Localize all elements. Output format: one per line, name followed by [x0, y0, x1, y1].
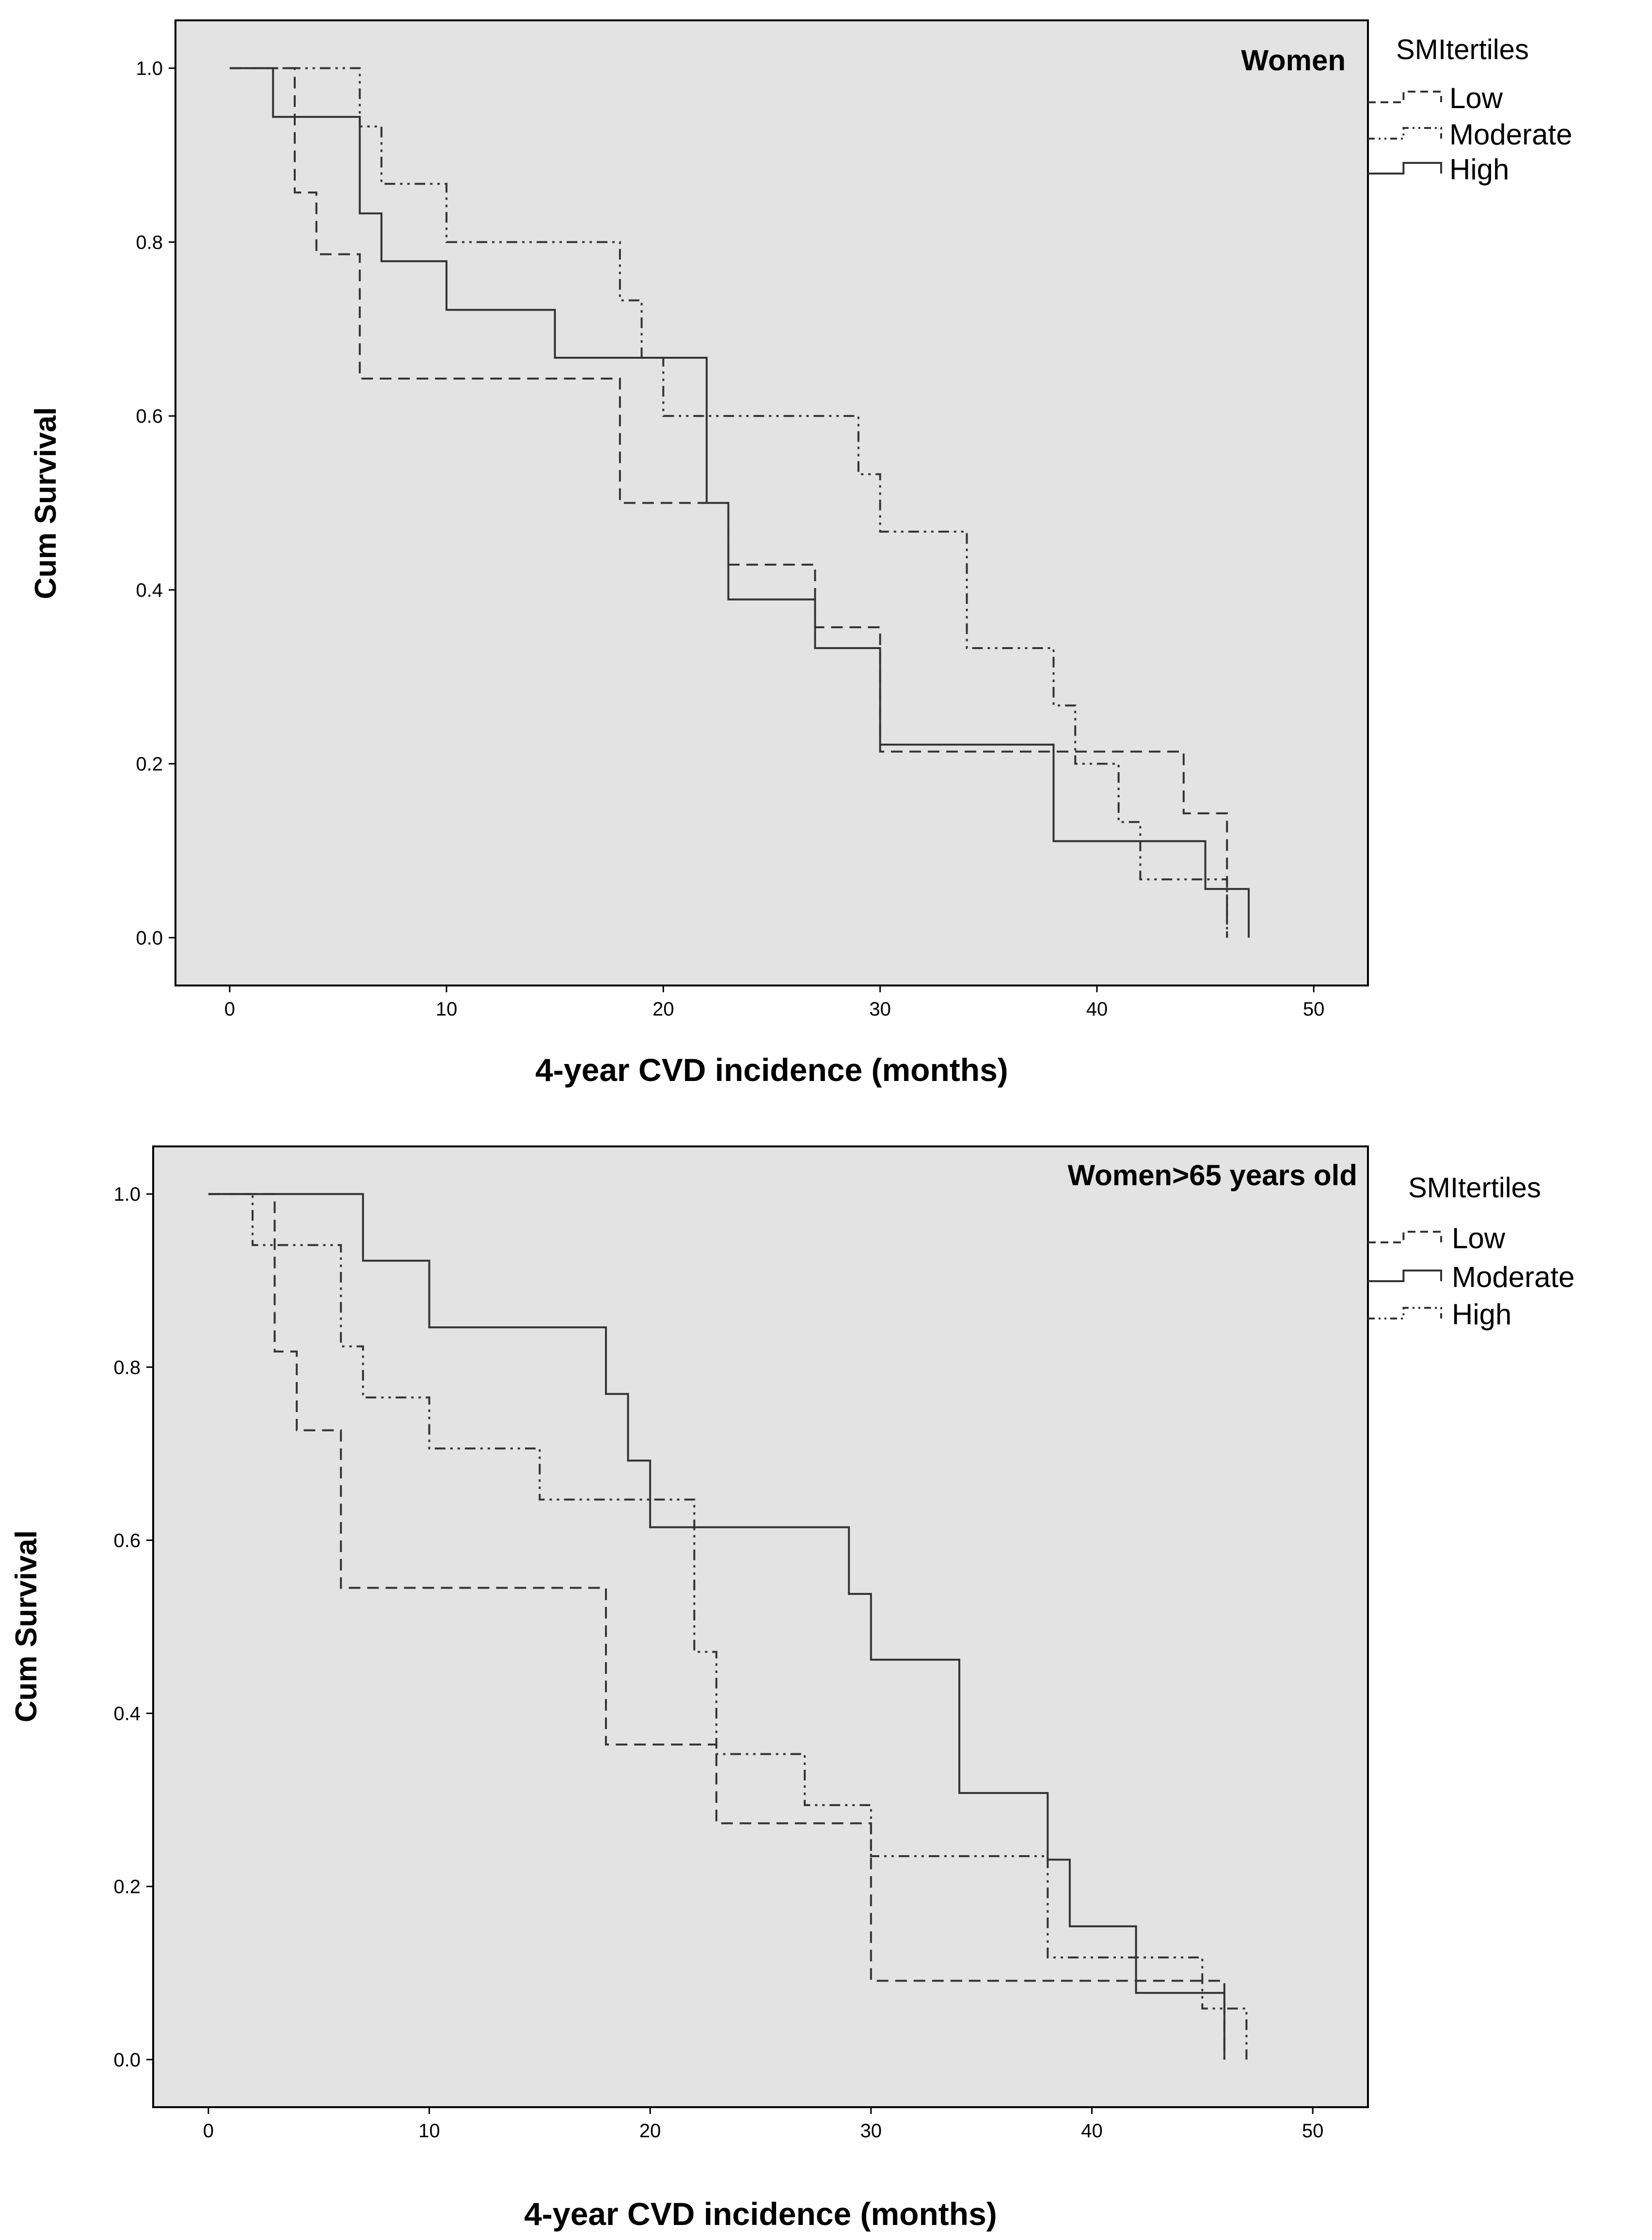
- km-curve-high: [208, 1193, 1248, 2060]
- y-tick-label: 0.6: [136, 406, 163, 427]
- legend-swatch-low: [1368, 91, 1442, 103]
- legend-swatch-moderate: [1368, 1270, 1442, 1282]
- x-tick-label: 30: [860, 2120, 882, 2142]
- panel-title: Women>65 years old: [1068, 1159, 1357, 1191]
- y-tick-label: 0.0: [136, 927, 163, 949]
- legend-swatch-low: [1368, 1231, 1442, 1243]
- legend-title: SMItertiles: [1408, 1172, 1541, 1204]
- y-tick-label: 0.8: [136, 232, 163, 253]
- plot-area: [175, 19, 1369, 986]
- y-tick-label: 0.4: [136, 580, 163, 601]
- legend-label-low: Low: [1452, 1222, 1506, 1255]
- y-tick-label: 0.0: [113, 2049, 141, 2071]
- x-tick-label: 20: [652, 999, 674, 1020]
- y-axis-title: Cum Survival: [10, 1530, 43, 1722]
- y-tick-label: 0.2: [136, 754, 163, 775]
- legend-label-moderate: Moderate: [1449, 118, 1572, 151]
- y-tick-label: 0.8: [113, 1357, 141, 1378]
- y-tick-label: 1.0: [113, 1184, 141, 1205]
- chart-panel-2: 0 10 20 30 40 50 0.0 0.2 0.4 0.6 0.8 1.0 4-year CVD …: [10, 1145, 1574, 2232]
- y-tick-label: 1.0: [136, 58, 163, 79]
- y-axis-title: Cum Survival: [29, 407, 63, 599]
- legend-title: SMItertiles: [1396, 34, 1529, 65]
- x-tick-label: 0: [203, 2120, 214, 2142]
- x-tick-label: 40: [1081, 2120, 1103, 2142]
- x-axis-title: 4-year CVD incidence (months): [535, 1052, 1008, 1088]
- x-axis-title: 4-year CVD incidence (months): [524, 2196, 997, 2232]
- km-curve-moderate: [208, 1193, 1225, 2060]
- x-tick-label: 50: [1303, 999, 1325, 1020]
- x-tick-label: 30: [869, 999, 891, 1020]
- x-tick-label: 10: [436, 999, 458, 1020]
- chart-panel-1: 0 10 20 30 40 50 0.0 0.2 0.4 0.6 0.8 1.0 4-year CVD …: [29, 19, 1572, 1088]
- y-tick-label: 0.4: [113, 1703, 141, 1725]
- km-curve-moderate: [229, 67, 1228, 938]
- y-tick-label: 0.2: [113, 1876, 141, 1898]
- y-tick-label: 0.6: [113, 1530, 141, 1551]
- x-tick-label: 10: [418, 2120, 440, 2142]
- legend-label-high: High: [1452, 1298, 1511, 1331]
- legend-swatch-moderate: [1368, 127, 1442, 140]
- x-tick-label: 50: [1302, 2120, 1324, 2142]
- km-curve-low: [208, 1193, 1225, 2060]
- plot-area: [152, 1145, 1369, 2108]
- legend-swatch-high: [1368, 1307, 1442, 1319]
- legend: SMItertiles Low Moderate High: [1368, 1172, 1574, 1331]
- legend-label-high: High: [1449, 153, 1509, 186]
- legend-label-low: Low: [1449, 82, 1503, 114]
- panel-title: Women: [1241, 44, 1346, 77]
- x-tick-label: 40: [1086, 999, 1108, 1020]
- legend-swatch-high: [1368, 162, 1442, 175]
- x-tick-label: 0: [224, 999, 235, 1020]
- km-curve-high: [229, 67, 1250, 938]
- x-tick-label: 20: [639, 2120, 661, 2142]
- km-curve-low: [229, 67, 1228, 938]
- legend-label-moderate: Moderate: [1452, 1261, 1574, 1293]
